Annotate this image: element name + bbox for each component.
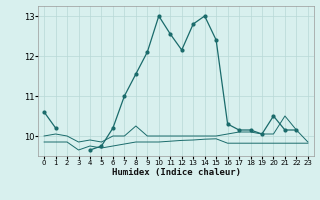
- X-axis label: Humidex (Indice chaleur): Humidex (Indice chaleur): [111, 168, 241, 177]
